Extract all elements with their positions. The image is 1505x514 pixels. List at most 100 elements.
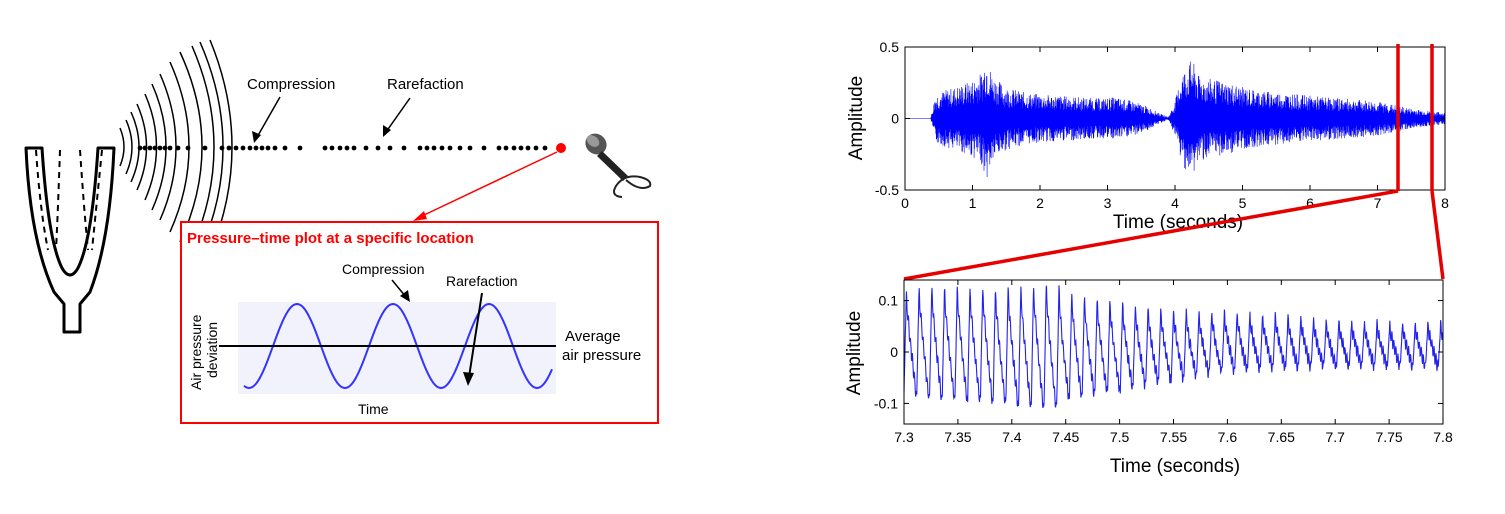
x-tick-label: 5 [1239, 195, 1247, 211]
air-particle [185, 145, 191, 151]
pressure-sine-wave [243, 302, 553, 390]
waveform-xlabel: Time (seconds) [1113, 212, 1243, 233]
air-particle [542, 145, 548, 151]
air-particle [525, 145, 531, 151]
air-particle [147, 145, 153, 151]
measurement-point [556, 143, 566, 153]
air-particle [457, 145, 463, 151]
zoom-series [903, 285, 1444, 409]
air-particle [351, 145, 357, 151]
average-label-line2: air pressure [562, 347, 641, 364]
air-particle [401, 145, 407, 151]
compression-label: Compression [247, 76, 335, 93]
air-particle [387, 145, 393, 151]
air-particle [142, 145, 148, 151]
air-particle [511, 145, 517, 151]
air-particle [233, 145, 239, 151]
average-label-line1: Average [565, 328, 621, 345]
air-particle [533, 145, 539, 151]
zoom-y-ticks: -0.1 0 0.1 [874, 293, 1443, 411]
air-particle [417, 145, 423, 151]
air-particle [202, 145, 208, 151]
inset-rarefaction-arrowhead [463, 372, 474, 386]
air-particle [265, 145, 271, 151]
air-particle [424, 145, 430, 151]
waveform-ylabel: Amplitude [846, 76, 867, 161]
air-particle [226, 145, 232, 151]
air-particle [375, 145, 381, 151]
air-particle [247, 145, 253, 151]
y-tick-label: -0.1 [874, 395, 898, 411]
rarefaction-arrow [385, 97, 411, 133]
x-tick-label: 7.75 [1375, 429, 1402, 445]
x-tick-label: 8 [1441, 195, 1449, 211]
waveform-y-ticks: -0.5 0 0.5 [875, 39, 1445, 198]
pointer-arrowhead [413, 211, 427, 221]
inset-compression-label: Compression [342, 261, 424, 277]
rarefaction-label: Rarefaction [387, 76, 464, 93]
inset-ylabel-line2: deviation [204, 322, 220, 378]
air-particle [272, 145, 278, 151]
x-tick-label: 7.4 [1002, 429, 1022, 445]
air-particle [162, 145, 168, 151]
air-particle [344, 145, 350, 151]
air-particle [467, 145, 473, 151]
waveform-series [905, 61, 1446, 178]
zoom-ylabel: Amplitude [844, 311, 865, 396]
waveform-x-ticks: 0 1 2 3 4 5 6 7 8 [901, 47, 1449, 211]
x-tick-label: 2 [1036, 195, 1044, 211]
tuning-fork-icon [24, 146, 116, 334]
air-particle [363, 145, 369, 151]
compression-arrow [255, 96, 281, 140]
air-particle [175, 145, 181, 151]
x-tick-label: 7.65 [1268, 429, 1295, 445]
air-particle [240, 145, 246, 151]
x-tick-label: 0 [901, 195, 909, 211]
y-tick-label: 0 [890, 344, 898, 360]
air-particle [282, 145, 288, 151]
x-tick-label: 7.6 [1218, 429, 1238, 445]
inset-xlabel: Time [358, 401, 389, 417]
inset-title: Pressure–time plot at a specific locatio… [187, 230, 474, 247]
y-tick-label: 0 [891, 111, 899, 127]
air-particle [329, 145, 335, 151]
air-particle [481, 145, 487, 151]
pointer-line [421, 151, 558, 217]
compression-arrowhead [252, 131, 261, 143]
x-tick-label: 3 [1104, 195, 1112, 211]
inset-compression-arrowhead [400, 290, 410, 302]
x-tick-label: 7.5 [1110, 429, 1130, 445]
wave-background [238, 302, 556, 394]
x-tick-label: 7.55 [1160, 429, 1187, 445]
y-tick-label: 0.1 [879, 293, 899, 309]
air-particle [337, 145, 343, 151]
fork-vibration-dashes [35, 149, 103, 251]
air-particle [259, 145, 265, 151]
zoom-connector-left [903, 189, 1399, 281]
y-tick-label: -0.5 [875, 182, 899, 198]
air-particle [431, 145, 437, 151]
air-particle [152, 145, 158, 151]
x-tick-label: 7.8 [1433, 429, 1453, 445]
x-tick-label: 4 [1171, 195, 1179, 211]
zoom-x-ticks: 7.3 7.35 7.4 7.45 7.5 7.55 7.6 7.65 7.7 7.75 7.8 [894, 280, 1453, 445]
air-particle [322, 145, 328, 151]
air-particle [496, 145, 502, 151]
air-particle [447, 145, 453, 151]
inset-rarefaction-arrow [468, 292, 483, 378]
air-particle [137, 145, 143, 151]
pressure-time-inset: Pressure–time plot at a specific locatio… [180, 221, 659, 424]
air-particle [439, 145, 445, 151]
y-tick-label: 0.5 [880, 39, 900, 55]
inset-rarefaction-label: Rarefaction [446, 273, 518, 289]
air-particle [157, 145, 163, 151]
air-particle-dots [137, 145, 548, 151]
microphone-icon [585, 133, 652, 198]
x-tick-label: 7.45 [1052, 429, 1079, 445]
zoom-connector-right [1430, 190, 1445, 280]
x-tick-label: 7.35 [944, 429, 971, 445]
x-tick-label: 6 [1306, 195, 1314, 211]
tuning-fork-diagram: Compression Rarefaction Pressure–time pl… [24, 39, 659, 424]
x-tick-label: 7.3 [894, 429, 914, 445]
